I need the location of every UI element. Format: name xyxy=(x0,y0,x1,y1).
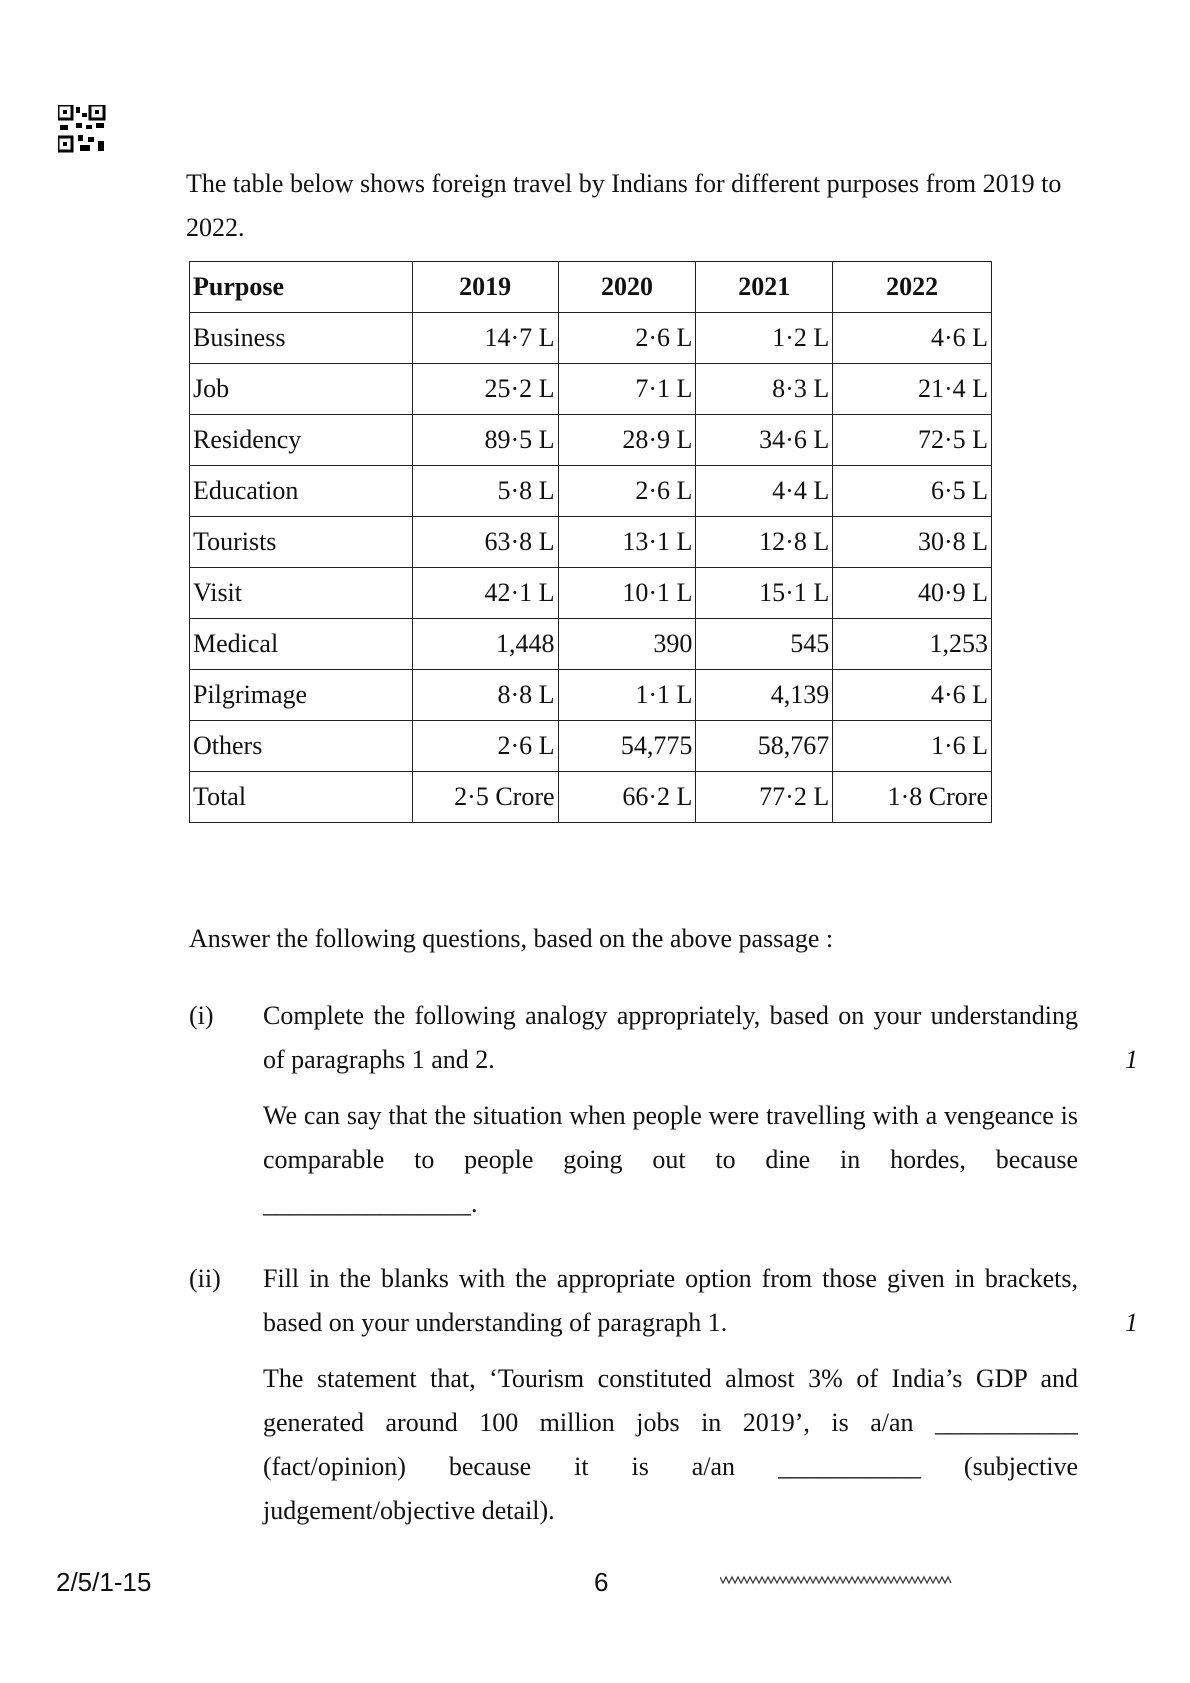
marks: 1 xyxy=(1125,1045,1138,1074)
value-cell: 7·1 L xyxy=(557,363,697,415)
value-cell: 63·8 L xyxy=(411,516,559,568)
value-cell: 4,139 xyxy=(695,669,834,721)
value-cell: 1·8 Crore xyxy=(832,771,992,823)
wavy-line xyxy=(720,1575,952,1585)
value-cell: 6·5 L xyxy=(832,465,992,517)
value-cell: 28·9 L xyxy=(557,414,697,466)
value-cell: 58,767 xyxy=(695,720,834,772)
value-cell: 545 xyxy=(695,618,834,670)
value-cell: 89·5 L xyxy=(411,414,559,466)
table-row: Residency 89·5 L 28·9 L 34·6 L 72·5 L xyxy=(189,414,992,466)
value-cell: 2·5 Crore xyxy=(411,771,559,823)
value-cell: 1·1 L xyxy=(557,669,697,721)
value-cell: 54,775 xyxy=(557,720,697,772)
table-row: Total 2·5 Crore 66·2 L 77·2 L 1·8 Crore xyxy=(189,771,992,823)
purpose-cell: Business xyxy=(189,312,413,364)
table-row: Pilgrimage 8·8 L 1·1 L 4,139 4·6 L xyxy=(189,669,992,721)
table-row: Business 14·7 L 2·6 L 1·2 L 4·6 L xyxy=(189,312,992,364)
value-cell: 1,253 xyxy=(832,618,992,670)
value-cell: 10·1 L xyxy=(557,567,697,619)
value-cell: 15·1 L xyxy=(695,567,834,619)
value-cell: 66·2 L xyxy=(557,771,697,823)
question-detail: The statement that, ‘Tourism constituted… xyxy=(263,1364,1078,1525)
value-cell: 1·2 L xyxy=(695,312,834,364)
question-detail: We can say that the situation when peopl… xyxy=(263,1101,1078,1218)
value-cell: 30·8 L xyxy=(832,516,992,568)
value-cell: 5·8 L xyxy=(411,465,559,517)
purpose-cell: Education xyxy=(189,465,413,517)
question-text: Fill in the blanks with the appropriate … xyxy=(263,1264,1078,1337)
header-row: Purpose 2019 2020 2021 2022 xyxy=(189,261,992,313)
value-cell: 14·7 L xyxy=(411,312,559,364)
purpose-cell: Medical xyxy=(189,618,413,670)
value-cell: 4·6 L xyxy=(832,312,992,364)
value-cell: 8·3 L xyxy=(695,363,834,415)
qr-code xyxy=(58,105,106,153)
value-cell: 72·5 L xyxy=(832,414,992,466)
table-row: Visit 42·1 L 10·1 L 15·1 L 40·9 L xyxy=(189,567,992,619)
table-row: Job 25·2 L 7·1 L 8·3 L 21·4 L xyxy=(189,363,992,415)
header-cell: Purpose xyxy=(189,261,413,313)
value-cell: 34·6 L xyxy=(695,414,834,466)
value-cell: 12·8 L xyxy=(695,516,834,568)
header-cell: 2019 xyxy=(411,261,559,313)
table-row: Education 5·8 L 2·6 L 4·4 L 6·5 L xyxy=(189,465,992,517)
value-cell: 2·6 L xyxy=(557,465,697,517)
table-row: Others 2·6 L 54,775 58,767 1·6 L xyxy=(189,720,992,772)
purpose-cell: Total xyxy=(189,771,413,823)
purpose-cell: Residency xyxy=(189,414,413,466)
value-cell: 42·1 L xyxy=(411,567,559,619)
value-cell: 25·2 L xyxy=(411,363,559,415)
table-row: Tourists 63·8 L 13·1 L 12·8 L 30·8 L xyxy=(189,516,992,568)
question-number: (i) xyxy=(189,1001,214,1030)
value-cell: 13·1 L xyxy=(557,516,697,568)
marks: 1 xyxy=(1125,1308,1138,1337)
purpose-cell: Job xyxy=(189,363,413,415)
purpose-cell: Tourists xyxy=(189,516,413,568)
value-cell: 4·4 L xyxy=(695,465,834,517)
value-cell: 1·6 L xyxy=(832,720,992,772)
value-cell: 77·2 L xyxy=(695,771,834,823)
purpose-cell: Others xyxy=(189,720,413,772)
value-cell: 4·6 L xyxy=(832,669,992,721)
value-cell: 21·4 L xyxy=(832,363,992,415)
value-cell: 390 xyxy=(557,618,697,670)
header-cell: 2020 xyxy=(557,261,697,313)
instruction: Answer the following questions, based on… xyxy=(189,924,834,953)
header-cell: 2021 xyxy=(695,261,834,313)
value-cell: 2·6 L xyxy=(557,312,697,364)
value-cell: 40·9 L xyxy=(832,567,992,619)
page-number: 6 xyxy=(594,1567,609,1597)
header-cell: 2022 xyxy=(832,261,992,313)
purpose-cell: Pilgrimage xyxy=(189,669,413,721)
value-cell: 8·8 L xyxy=(411,669,559,721)
purpose-cell: Visit xyxy=(189,567,413,619)
paper-code: 2/5/1-15 xyxy=(56,1567,152,1597)
question-number: (ii) xyxy=(189,1264,221,1293)
table-row: Medical 1,448 390 545 1,253 xyxy=(189,618,992,670)
travel-table: Purpose 2019 2020 2021 2022 Business 14·7 L 2·… xyxy=(189,261,992,823)
value-cell: 1,448 xyxy=(411,618,559,670)
question-text: Complete the following analogy appropria… xyxy=(263,1001,1078,1074)
value-cell: 2·6 L xyxy=(411,720,559,772)
intro: The table below shows foreign travel by … xyxy=(186,169,1062,242)
